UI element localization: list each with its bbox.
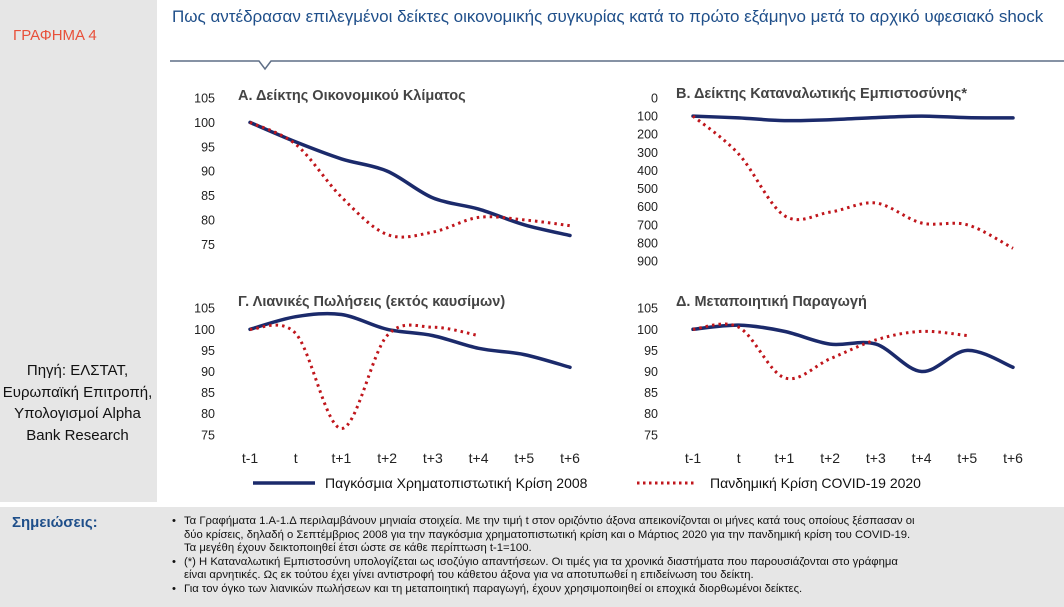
- chart-panel-1: Β. Δείκτης Καταναλωτικής Εμπιστοσύνης* 0 1…: [637, 86, 1015, 269]
- chart-title: Δ. Μεταποιητική Παραγωγή: [676, 294, 867, 310]
- y-tick-label: 400: [637, 164, 658, 178]
- legend-label-2008: Παγκόσμια Χρηματοπιστωτική Κρίση 2008: [325, 475, 588, 491]
- y-tick-label: 75: [644, 428, 658, 442]
- x-tick-label: t+3: [866, 450, 886, 466]
- x-tick-label: t+5: [514, 450, 534, 466]
- y-tick-label: 100: [194, 323, 215, 337]
- x-tick-label: t+2: [377, 450, 397, 466]
- title-underline: [170, 60, 1064, 71]
- y-tick-label: 90: [201, 365, 215, 379]
- chart-panel-0: Α. Δείκτης Οικονομικού Κλίματος 105 100 95 9…: [194, 88, 572, 252]
- x-tick-label: t+3: [423, 450, 443, 466]
- y-tick-label: 105: [194, 92, 215, 106]
- y-tick-label: 600: [637, 200, 658, 214]
- x-tick-label: t-1: [242, 450, 259, 466]
- series-line-2008: [691, 114, 1015, 123]
- y-tick-label: 900: [637, 255, 658, 269]
- y-tick-label: 105: [637, 302, 658, 316]
- note-item: Τα Γραφήματα 1.Α-1.Δ περιλαμβάνουν μηνια…: [172, 515, 1062, 556]
- y-tick-label: 90: [644, 365, 658, 379]
- note-item: (*) Η Καταναλωτική Εμπιστοσύνη υπολογίζε…: [172, 556, 1062, 583]
- chart-panel-2: Γ. Λιανικές Πωλήσεις (εκτός καυσίμων) 105…: [194, 294, 580, 466]
- left-column: [0, 0, 155, 502]
- series-line-2020: [692, 322, 968, 381]
- x-tick-label: t: [737, 450, 741, 466]
- y-tick-label: 300: [637, 146, 658, 160]
- x-tick-label: t: [294, 450, 298, 466]
- y-tick-label: 700: [637, 218, 658, 232]
- source-text: Πηγή: ΕΛΣΤΑΤ, Ευρωπαϊκή Επιτροπή, Υπολογ…: [2, 362, 153, 444]
- x-tick-label: t+1: [774, 450, 794, 466]
- y-tick-label: 85: [644, 386, 658, 400]
- y-tick-label: 95: [201, 344, 215, 358]
- y-tick-label: 500: [637, 182, 658, 196]
- y-tick-label: 80: [201, 407, 215, 421]
- notes-heading: Σημειώσεις:: [12, 514, 98, 531]
- y-tick-label: 0: [651, 92, 658, 106]
- chart-title: Γ. Λιανικές Πωλήσεις (εκτός καυσίμων): [238, 294, 505, 310]
- y-tick-label: 100: [637, 110, 658, 124]
- x-tick-label: t+4: [469, 450, 489, 466]
- y-tick-label: 100: [194, 116, 215, 130]
- charts-canvas: Α. Δείκτης Οικονομικού Κλίματος 105 100 95 9…: [170, 60, 1064, 491]
- y-tick-label: 100: [637, 323, 658, 337]
- legend: Παγκόσμια Χρηματοπιστωτική Κρίση 2008 Πα…: [253, 475, 921, 491]
- figure-label: ΓΡΑΦΗΜΑ 4: [13, 27, 97, 44]
- x-tick-label: t+6: [560, 450, 580, 466]
- y-tick-label: 90: [201, 165, 215, 179]
- y-tick-label: 80: [201, 213, 215, 227]
- x-tick-label: t+2: [820, 450, 840, 466]
- figure-title: Πως αντέδρασαν επιλεγμένοι δείκτες οικον…: [172, 7, 1044, 26]
- x-tick-label: t+5: [957, 450, 977, 466]
- series-line-2020: [249, 121, 571, 239]
- series-line-2008: [691, 323, 1015, 374]
- y-tick-label: 800: [637, 236, 658, 250]
- y-tick-label: 95: [644, 344, 658, 358]
- series-line-2008: [248, 311, 572, 370]
- x-tick-label: t+1: [331, 450, 351, 466]
- chart-title: Β. Δείκτης Καταναλωτικής Εμπιστοσύνης*: [676, 86, 967, 102]
- series-line-2020: [249, 323, 479, 431]
- y-tick-label: 75: [201, 428, 215, 442]
- y-tick-label: 95: [201, 140, 215, 154]
- y-tick-label: 105: [194, 302, 215, 316]
- x-tick-label: t+6: [1003, 450, 1023, 466]
- y-tick-label: 85: [201, 386, 215, 400]
- legend-label-2020: Πανδημική Κρίση COVID-19 2020: [710, 475, 921, 491]
- note-item: Για τον όγκο των λιανικών πωλήσεων και τ…: [172, 583, 1062, 597]
- divider: [0, 502, 1064, 507]
- notes-list: Τα Γραφήματα 1.Α-1.Δ περιλαμβάνουν μηνια…: [172, 515, 1062, 597]
- y-tick-label: 80: [644, 407, 658, 421]
- chart-panel: [157, 0, 1064, 502]
- notes-left: [0, 507, 155, 607]
- series-line-2008: [248, 120, 572, 238]
- y-tick-label: 75: [201, 238, 215, 252]
- chart-title: Α. Δείκτης Οικονομικού Κλίματος: [238, 88, 466, 104]
- chart-panel-3: Δ. Μεταποιητική Παραγωγή 105 100 95 90 85 80 75…: [637, 294, 1023, 466]
- x-tick-label: t-1: [685, 450, 702, 466]
- x-tick-label: t+4: [912, 450, 932, 466]
- y-tick-label: 200: [637, 128, 658, 142]
- y-tick-label: 85: [201, 189, 215, 203]
- series-line-2020: [692, 114, 1014, 250]
